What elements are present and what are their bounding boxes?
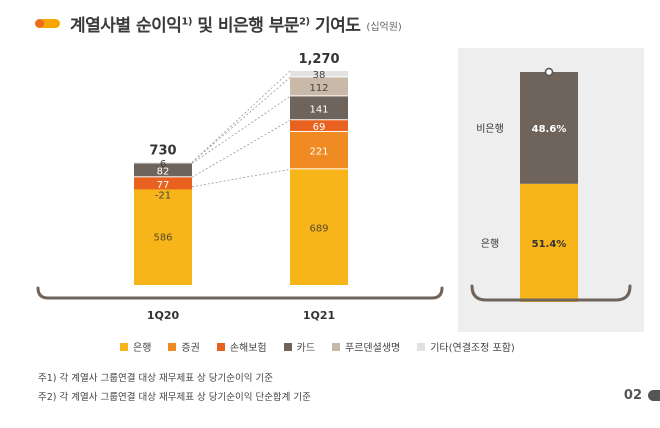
contribution-category-label: 비은행 [476, 123, 504, 135]
legend-swatch [216, 342, 225, 351]
page-title: 계열사별 순이익1) 및 비은행 부문2) 기여도 [70, 15, 361, 36]
contribution-value-label: 48.6% [532, 124, 567, 135]
x-tick-label: 1Q21 [303, 309, 335, 322]
legend-swatch [120, 342, 128, 351]
bar-value-label: 141 [309, 104, 328, 115]
connector-line [191, 77, 291, 163]
legend-item: 기타(연결조정 포함) [417, 339, 515, 354]
bar-total-label: 730 [149, 143, 176, 158]
footnotes: 주1) 각 계열사 그룹연결 대상 재무제표 상 당기순이익 기준 주2) 각 … [38, 369, 311, 407]
bar-segment [134, 186, 192, 285]
bar-value-label: 38 [313, 70, 326, 81]
title-bullet-icon [35, 18, 60, 28]
title-row: 계열사별 순이익1) 및 비은행 부문2) 기여도 (십억원) [35, 8, 402, 38]
connector-line [191, 168, 291, 188]
bar-segment [290, 96, 348, 120]
bar-segment [290, 131, 348, 169]
bar-segment [290, 70, 348, 77]
connector-line [191, 96, 291, 164]
legend-item: 증권 [168, 339, 200, 354]
bar-value-label: 77 [157, 180, 170, 191]
contribution-category-label: 은행 [481, 238, 499, 250]
bar-value-label: 69 [313, 122, 326, 133]
legend-swatch [283, 342, 292, 351]
hanger-icon [544, 67, 554, 77]
bar-segment [134, 177, 192, 190]
contribution-value-label: 51.4% [532, 239, 567, 250]
x-tick-label: 1Q20 [147, 309, 180, 322]
legend-label: 은행 [133, 343, 152, 354]
footnote-2: 주2) 각 계열사 그룹연결 대상 재무제표 상 당기순이익 단순합계 기준 [38, 392, 311, 403]
legend-label: 손해보험 [229, 343, 267, 354]
legend-label: 카드 [296, 343, 316, 354]
bar-segment [134, 163, 192, 177]
baseline-bracket [36, 286, 444, 300]
legend-swatch [332, 342, 341, 351]
bar-segment [290, 169, 348, 285]
contribution-chart: 51.4% 은행 48.6% 비은행 [470, 67, 632, 302]
bar-value-label: -21 [155, 190, 171, 201]
legend-item: 푸르덴셜생명 [332, 339, 400, 354]
contribution-segment [520, 72, 578, 184]
connector-line [191, 119, 291, 178]
bar-value-label: 689 [309, 224, 328, 235]
bar-segment [290, 77, 348, 96]
page-number-text: 02 [623, 388, 642, 403]
footnote-1: 주1) 각 계열사 그룹연결 대상 재무제표 상 당기순이익 기준 [38, 373, 273, 384]
page-number: 02 [624, 388, 660, 403]
bar-value-label: 6 [160, 159, 166, 170]
page-tab-icon [648, 390, 660, 401]
legend-item: 손해보험 [216, 339, 267, 354]
bar-value-label: 586 [153, 232, 172, 243]
panel-baseline-bracket [470, 284, 632, 302]
legend-item: 은행 [120, 339, 151, 354]
legend: 은행 증권 손해보험 카드 푸르덴셜생명 기타(연결조정 포함) [120, 339, 532, 354]
bar-segment [134, 162, 192, 164]
contribution-panel: 51.4% 은행 48.6% 비은행 [458, 48, 644, 332]
bar-value-label: 82 [157, 166, 170, 177]
bar-segment [290, 120, 348, 131]
bar-total-label: 1,270 [298, 52, 339, 67]
legend-label: 기타(연결조정 포함) [430, 343, 515, 354]
legend-label: 증권 [181, 343, 200, 354]
contribution-segment [520, 183, 578, 302]
legend-swatch [417, 342, 426, 351]
bar-value-label: 221 [309, 147, 328, 158]
legend-item: 카드 [283, 339, 316, 354]
bar-value-label: 112 [309, 83, 328, 94]
legend-label: 푸르덴셜생명 [345, 343, 401, 354]
legend-swatch [168, 342, 177, 351]
unit-label: (십억원) [366, 22, 402, 33]
